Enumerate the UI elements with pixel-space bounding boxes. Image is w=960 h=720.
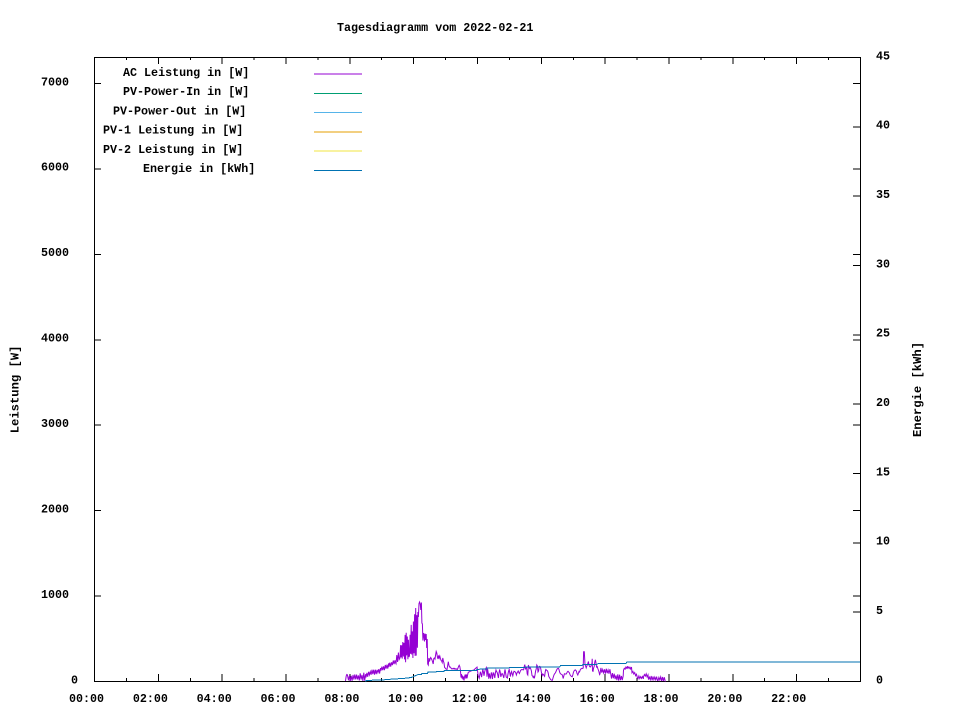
svg-text:20:00: 20:00 [707,692,742,706]
svg-text:00:00: 00:00 [69,692,104,706]
svg-text:Tagesdiagramm vom 2022-02-21: Tagesdiagramm vom 2022-02-21 [337,21,533,35]
svg-text:PV-Power-Out in [W]: PV-Power-Out in [W] [113,104,246,118]
svg-text:18:00: 18:00 [644,692,679,706]
svg-text:30: 30 [876,257,890,271]
svg-text:15: 15 [876,465,890,479]
svg-text:PV-1 Leistung in [W]: PV-1 Leistung in [W] [103,124,243,138]
svg-text:AC Leistung in [W]: AC Leistung in [W] [123,66,249,80]
svg-text:6000: 6000 [41,161,69,175]
svg-text:25: 25 [876,327,890,341]
svg-text:7000: 7000 [41,75,69,89]
svg-text:5000: 5000 [41,246,69,260]
svg-text:08:00: 08:00 [324,692,359,706]
svg-text:4000: 4000 [41,332,69,346]
svg-text:0: 0 [71,673,78,687]
svg-text:22:00: 22:00 [771,692,806,706]
svg-text:04:00: 04:00 [197,692,232,706]
svg-text:06:00: 06:00 [261,692,296,706]
svg-text:02:00: 02:00 [133,692,168,706]
svg-text:Leistung [W]: Leistung [W] [9,346,23,434]
svg-text:14:00: 14:00 [516,692,551,706]
svg-text:40: 40 [876,119,890,133]
svg-text:10:00: 10:00 [388,692,423,706]
svg-text:PV-Power-In in [W]: PV-Power-In in [W] [123,85,249,99]
svg-text:PV-2 Leistung in [W]: PV-2 Leistung in [W] [103,143,243,157]
svg-text:12:00: 12:00 [452,692,487,706]
svg-text:10: 10 [876,535,890,549]
svg-text:45: 45 [876,49,890,63]
svg-text:1000: 1000 [41,588,69,602]
svg-text:0: 0 [876,673,883,687]
svg-text:20: 20 [876,396,890,410]
svg-text:Energie [kWh]: Energie [kWh] [911,342,925,437]
svg-text:16:00: 16:00 [580,692,615,706]
svg-text:Energie in [kWh]: Energie in [kWh] [143,162,255,176]
svg-text:5: 5 [876,604,883,618]
svg-text:3000: 3000 [41,417,69,431]
svg-text:35: 35 [876,188,890,202]
svg-text:2000: 2000 [41,502,69,516]
